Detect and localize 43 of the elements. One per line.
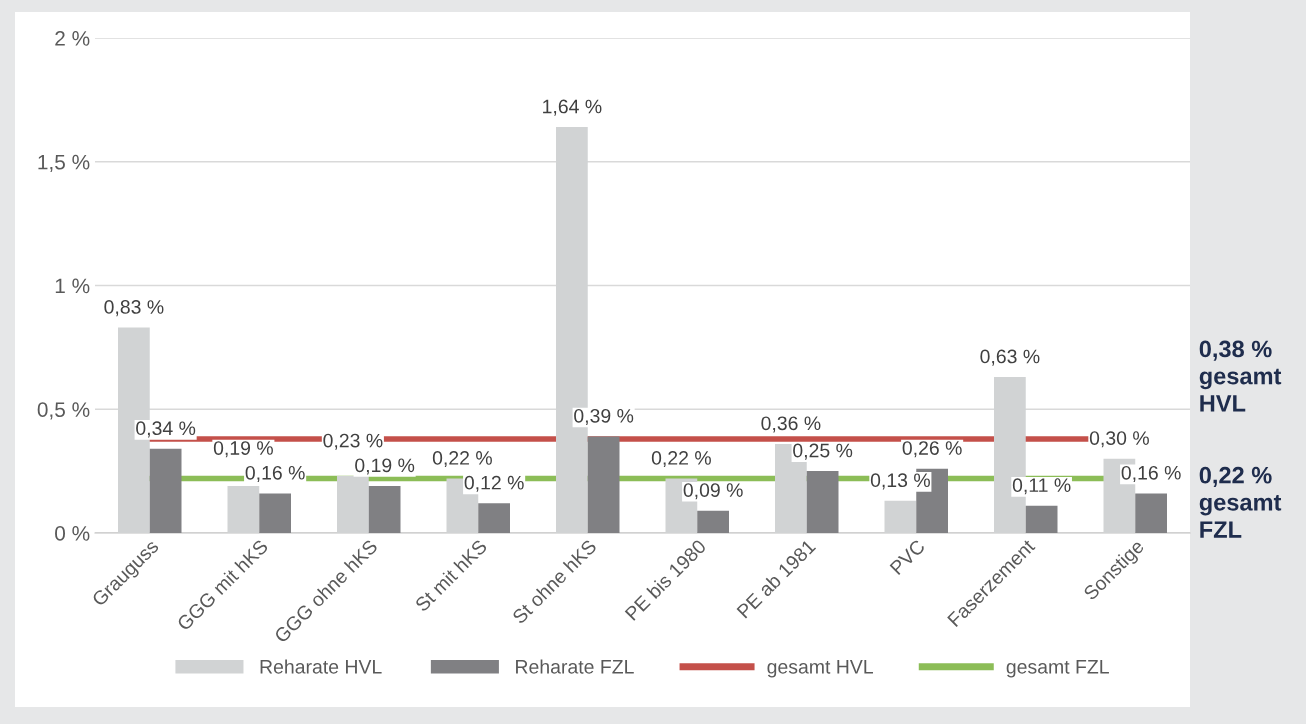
data-label: 0,30 %: [1089, 431, 1149, 448]
legend-label: Reharate HVL: [260, 659, 382, 674]
data-label: 0,83 %: [104, 300, 164, 317]
data-label: 0,39 %: [574, 408, 634, 426]
bar: [478, 503, 511, 533]
data-label: 0,25 %: [793, 443, 853, 460]
bar: [227, 485, 260, 533]
data-label: 0,12 %: [464, 475, 524, 492]
legend-label: Reharate FZL: [516, 659, 634, 674]
text: 0,22 % gesamt FZL: [1199, 466, 1282, 538]
data-label: 0,34 %: [136, 421, 196, 438]
data-label: 0,22 %: [432, 451, 492, 468]
data-label: 0,19 %: [355, 458, 415, 475]
bar: [1135, 493, 1167, 533]
y-tick-label: 1,5 %: [38, 154, 90, 172]
bar: [259, 493, 292, 533]
bar: [806, 471, 839, 533]
x-tick-label: St mit hKS: [413, 538, 488, 613]
data-label: 1,64 %: [543, 99, 602, 116]
bar: [697, 510, 729, 533]
bar: [149, 448, 182, 533]
y-tick-label: 1 %: [55, 278, 90, 294]
legend-label: gesamt HVL: [767, 660, 873, 678]
bar: [587, 436, 620, 533]
bar: [884, 500, 917, 533]
bar: [368, 485, 401, 533]
data-label: 0,16 %: [1121, 465, 1181, 482]
data-label: 0,22 %: [651, 451, 711, 468]
data-label: 0,09 %: [683, 483, 743, 500]
text: 0,38 % gesamt HVL: [1199, 340, 1282, 412]
data-label: 0,19 %: [213, 441, 273, 458]
data-label: 0,36 %: [761, 416, 821, 433]
data-label: 0,16 %: [245, 465, 305, 482]
legend-label: gesamt FZL: [1006, 660, 1109, 678]
data-label: 0,26 %: [902, 441, 962, 458]
data-label: 0,11 %: [1012, 478, 1071, 495]
data-label: 0,23 %: [323, 433, 383, 450]
y-tick-label: 0,5 %: [37, 402, 90, 420]
y-tick-label: 2 %: [55, 31, 90, 46]
bar: [1025, 505, 1058, 533]
data-label: 0,13 %: [870, 473, 930, 490]
y-tick-label: 0 %: [55, 526, 90, 541]
data-label: 0,63 %: [980, 349, 1040, 366]
